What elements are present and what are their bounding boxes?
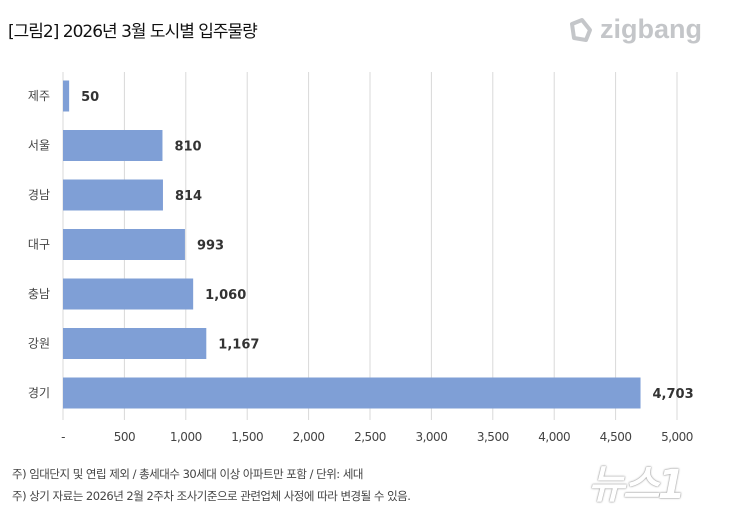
zigbang-logo: zigbang xyxy=(566,14,702,45)
news1-watermark: 뉴스1 xyxy=(588,462,685,508)
x-tick-label: 1,500 xyxy=(231,430,263,444)
x-tick-label: 4,500 xyxy=(600,430,632,444)
data-label: 993 xyxy=(197,239,224,254)
data-label: 1,060 xyxy=(205,288,246,303)
x-tick-label: 3,500 xyxy=(477,430,509,444)
bar xyxy=(63,229,185,260)
y-category-label: 강원 xyxy=(28,337,50,351)
x-tick-label: 2,500 xyxy=(354,430,386,444)
y-category-label: 대구 xyxy=(28,238,50,252)
zigbang-logo-icon xyxy=(570,17,592,42)
bar xyxy=(63,179,163,211)
data-label: 810 xyxy=(174,140,201,155)
x-tick-label: 4,000 xyxy=(538,430,570,444)
bar xyxy=(63,328,207,359)
chart-title: [그림2] 2026년 3월 도시별 입주물량 xyxy=(8,22,258,42)
data-label: 1,167 xyxy=(218,338,259,353)
y-category-label: 서울 xyxy=(28,139,50,153)
x-tick-label: 1,000 xyxy=(170,430,202,444)
y-category-label: 충남 xyxy=(28,287,50,301)
x-tick-label: 2,000 xyxy=(293,430,325,444)
bar xyxy=(63,80,70,112)
bar xyxy=(63,278,194,310)
bar xyxy=(63,377,641,409)
logo-text: zigbang xyxy=(600,14,702,44)
footnote-2: 주) 상기 자료는 2026년 2월 2주차 조사기준으로 관련업체 사정에 따… xyxy=(12,489,411,503)
bar-chart: - 500 1,000 1,500 2,000 2,500 3,000 3,500 4,000 4… xyxy=(28,72,694,444)
x-tick-label: 3,000 xyxy=(415,430,447,444)
data-label: 814 xyxy=(175,189,202,204)
x-tick-label: 500 xyxy=(114,430,135,444)
data-label: 50 xyxy=(81,90,99,105)
y-category-label: 제주 xyxy=(28,89,50,103)
data-label: 4,703 xyxy=(653,387,694,402)
x-tick-label: 5,000 xyxy=(661,430,693,444)
footnote-1: 주) 임대단지 및 연립 제외 / 총세대수 30세대 이상 아파트만 포함 /… xyxy=(12,467,364,481)
bar xyxy=(63,130,163,161)
y-category-label: 경기 xyxy=(28,386,50,400)
x-tick-label: - xyxy=(61,430,65,444)
y-category-label: 경남 xyxy=(28,188,50,202)
